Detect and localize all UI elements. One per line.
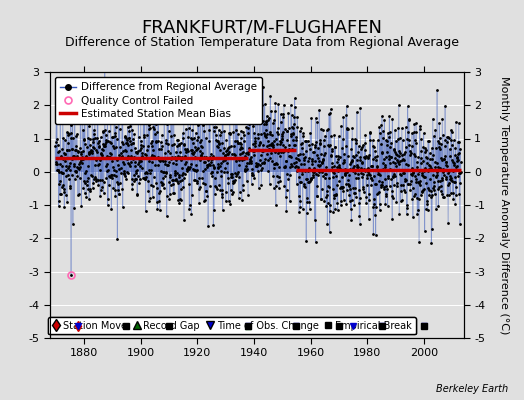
Text: Difference of Station Temperature Data from Regional Average: Difference of Station Temperature Data f… — [65, 36, 459, 49]
Y-axis label: Monthly Temperature Anomaly Difference (°C): Monthly Temperature Anomaly Difference (… — [499, 76, 509, 334]
Text: Berkeley Earth: Berkeley Earth — [436, 384, 508, 394]
Legend: Station Move, Record Gap, Time of Obs. Change, Empirical Break: Station Move, Record Gap, Time of Obs. C… — [48, 317, 416, 334]
Text: FRANKFURT/M-FLUGHAFEN: FRANKFURT/M-FLUGHAFEN — [141, 18, 383, 36]
